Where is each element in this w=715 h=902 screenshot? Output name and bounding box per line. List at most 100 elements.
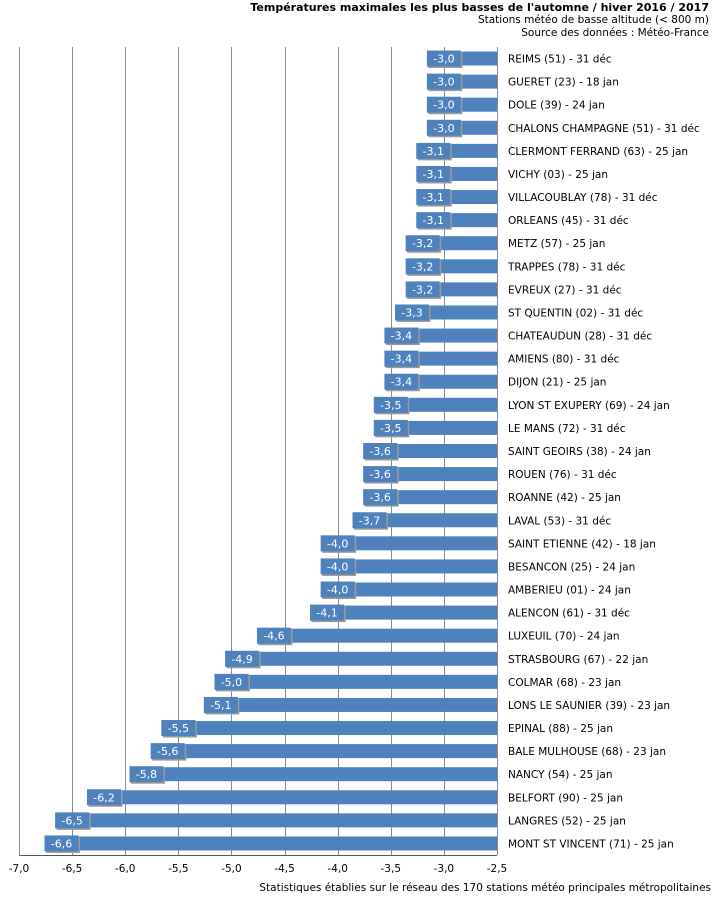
data-label-box bbox=[363, 466, 398, 483]
category-label: VILLACOUBLAY (78) - 31 déc bbox=[508, 192, 658, 204]
data-label: -3,1 bbox=[423, 214, 444, 227]
category-label: AMBERIEU (01) - 24 jan bbox=[508, 585, 631, 597]
data-label: -3,3 bbox=[401, 306, 422, 319]
category-label: LAVAL (53) - 31 déc bbox=[508, 515, 611, 527]
data-label-box bbox=[426, 119, 461, 136]
category-label: LANGRES (52) - 25 jan bbox=[508, 815, 626, 827]
data-label-box bbox=[44, 835, 79, 852]
x-tick-label: -5,5 bbox=[168, 863, 189, 875]
data-label-box bbox=[395, 304, 430, 321]
bar bbox=[401, 328, 497, 343]
category-label: DIJON (21) - 25 jan bbox=[508, 377, 606, 389]
bar bbox=[380, 467, 497, 482]
bar bbox=[422, 282, 497, 297]
data-label: -3,6 bbox=[369, 468, 390, 481]
data-label: -3,0 bbox=[433, 76, 454, 89]
bar bbox=[103, 790, 497, 805]
x-tick-label: -4,0 bbox=[327, 863, 348, 875]
category-label: CHALONS CHAMPAGNE (51) - 31 déc bbox=[508, 123, 700, 135]
data-label: -3,4 bbox=[391, 330, 412, 343]
data-label-box bbox=[363, 443, 398, 459]
category-label: VICHY (03) - 25 jan bbox=[508, 169, 608, 181]
data-label: -5,6 bbox=[157, 745, 178, 758]
category-label: AMIENS (80) - 31 déc bbox=[508, 354, 620, 366]
bar bbox=[369, 513, 497, 528]
data-label-box bbox=[416, 165, 451, 182]
category-label: ALENCON (61) - 31 déc bbox=[508, 608, 630, 620]
category-label: REIMS (51) - 31 déc bbox=[508, 54, 612, 66]
category-label: LYON ST EXUPERY (69) - 24 jan bbox=[508, 400, 670, 412]
bar bbox=[337, 536, 497, 551]
data-label: -5,8 bbox=[136, 768, 157, 781]
category-label: BELFORT (90) - 25 jan bbox=[508, 792, 623, 804]
category-label: ROUEN (76) - 31 déc bbox=[508, 469, 617, 481]
data-label-box bbox=[416, 142, 451, 159]
bar bbox=[401, 374, 497, 389]
category-label: CHATEAUDUN (28) - 31 déc bbox=[508, 331, 652, 343]
category-label: METZ (57) - 25 jan bbox=[508, 238, 605, 250]
category-label: GUERET (23) - 18 jan bbox=[508, 77, 619, 89]
data-label: -5,5 bbox=[168, 722, 189, 735]
data-label-box bbox=[129, 766, 164, 783]
data-label-box bbox=[214, 673, 249, 690]
chart-subtitle: Stations météo de basse altitude (< 800 … bbox=[477, 14, 709, 26]
data-label-box bbox=[384, 373, 419, 390]
data-label: -4,0 bbox=[327, 560, 348, 573]
data-label-box bbox=[426, 96, 461, 113]
x-tick-label: -3,0 bbox=[434, 863, 455, 875]
data-label-box bbox=[55, 812, 90, 829]
data-label-box bbox=[373, 396, 408, 413]
category-label: BALE MULHOUSE (68) - 23 jan bbox=[508, 746, 666, 758]
category-label: EPINAL (88) - 25 jan bbox=[508, 723, 613, 735]
category-label: COLMAR (68) - 23 jan bbox=[508, 677, 621, 689]
category-label: EVREUX (27) - 31 déc bbox=[508, 284, 622, 296]
category-label: NANCY (54) - 25 jan bbox=[508, 769, 613, 781]
data-label-box bbox=[320, 558, 355, 575]
data-label: -6,2 bbox=[93, 791, 114, 804]
bar bbox=[380, 444, 497, 458]
data-label: -3,6 bbox=[369, 491, 390, 504]
data-label: -3,6 bbox=[369, 445, 390, 458]
data-label-box bbox=[203, 696, 238, 713]
data-label-box bbox=[86, 789, 121, 806]
data-label: -3,0 bbox=[433, 99, 454, 112]
bar bbox=[61, 836, 497, 851]
bar bbox=[412, 305, 497, 320]
category-label: LUXEUIL (70) - 24 jan bbox=[508, 631, 620, 643]
bar bbox=[167, 744, 497, 759]
bar bbox=[231, 674, 497, 689]
data-label: -5,1 bbox=[210, 699, 231, 712]
data-label: -3,2 bbox=[412, 237, 433, 250]
bar bbox=[422, 259, 497, 274]
bar bbox=[242, 651, 497, 666]
data-label-box bbox=[150, 743, 185, 760]
bar bbox=[273, 628, 497, 643]
data-label-box bbox=[405, 235, 440, 252]
bar bbox=[401, 351, 497, 366]
data-label: -3,1 bbox=[423, 145, 444, 158]
data-label-box bbox=[405, 281, 440, 298]
category-label: ROANNE (42) - 25 jan bbox=[508, 492, 621, 504]
data-label-box bbox=[256, 627, 291, 644]
data-label: -4,0 bbox=[327, 537, 348, 550]
data-label: -4,9 bbox=[231, 653, 252, 666]
chart-footnote: Statistiques établies sur le réseau des … bbox=[259, 882, 711, 894]
data-label: -4,0 bbox=[327, 584, 348, 597]
data-label-box bbox=[373, 419, 408, 436]
category-label: DOLE (39) - 24 jan bbox=[508, 100, 605, 112]
data-label: -5,0 bbox=[221, 676, 242, 689]
category-label: ST QUENTIN (02) - 31 déc bbox=[508, 307, 643, 319]
data-label-box bbox=[363, 489, 398, 506]
category-label: BESANCON (25) - 24 jan bbox=[508, 561, 635, 573]
x-tick-label: -5,0 bbox=[221, 863, 242, 875]
category-label: SAINT GEOIRS (38) - 24 jan bbox=[508, 446, 651, 458]
category-label: STRASBOURG (67) - 22 jan bbox=[508, 654, 648, 666]
x-tick-label: -6,5 bbox=[62, 863, 83, 875]
data-label: -3,4 bbox=[391, 353, 412, 366]
bar bbox=[146, 767, 497, 782]
data-label-box bbox=[310, 604, 345, 621]
data-label: -4,6 bbox=[263, 630, 284, 643]
category-label: MONT ST VINCENT (71) - 25 jan bbox=[508, 838, 674, 850]
data-label: -3,4 bbox=[391, 376, 412, 389]
